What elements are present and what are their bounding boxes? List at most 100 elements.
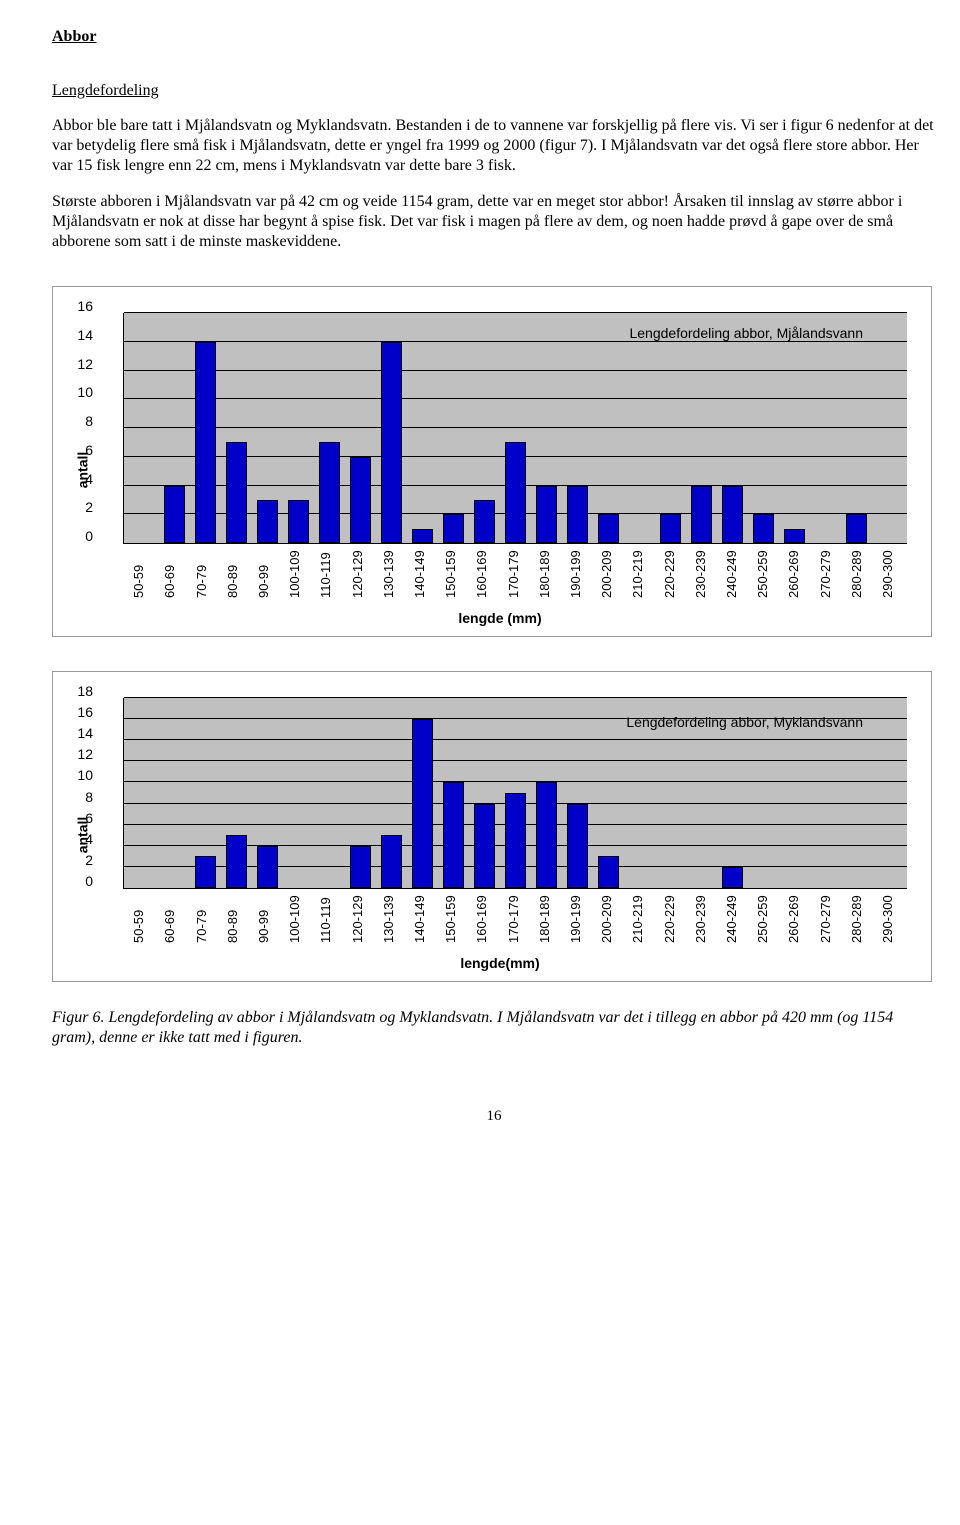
bar-slot xyxy=(407,698,438,888)
bar-slot xyxy=(314,313,345,543)
bar xyxy=(567,804,588,888)
bar xyxy=(474,804,495,888)
xtick-label: 80-89 xyxy=(225,889,240,947)
bar-slot xyxy=(531,313,562,543)
bar-slot xyxy=(469,313,500,543)
xtick-label: 170-179 xyxy=(506,889,521,947)
chart-2-xlabel: lengde(mm) xyxy=(93,955,907,971)
bar-slot xyxy=(438,698,469,888)
bar-slot xyxy=(748,698,779,888)
bar xyxy=(412,529,433,543)
bar-slot xyxy=(221,698,252,888)
bar xyxy=(598,514,619,543)
bar xyxy=(412,719,433,888)
bar xyxy=(722,486,743,544)
xtick-label: 180-189 xyxy=(537,544,552,602)
chart-1-xlabel: lengde (mm) xyxy=(93,610,907,626)
xtick-label: 90-99 xyxy=(256,544,271,602)
chart-2-xticks: 50-59 60-69 70-79 80-89 90-99 100-109 110-119 1… xyxy=(119,889,907,947)
xtick-label: 110-119 xyxy=(318,889,333,947)
xtick-label: 200-209 xyxy=(599,889,614,947)
bar-slot xyxy=(283,698,314,888)
bar-slot xyxy=(314,698,345,888)
bar xyxy=(319,442,340,543)
bar xyxy=(660,514,681,543)
xtick-label: 130-139 xyxy=(381,544,396,602)
xtick-label: 140-149 xyxy=(412,889,427,947)
bar-slot xyxy=(562,698,593,888)
bar xyxy=(288,500,309,543)
bar xyxy=(784,529,805,543)
xtick-label: 90-99 xyxy=(256,889,271,947)
bar-slot xyxy=(407,313,438,543)
bar-slot xyxy=(810,313,841,543)
section-heading: Abbor xyxy=(52,28,936,46)
chart-2-plot: Lengdefordeling abbor, Myklandsvann xyxy=(123,698,907,889)
bar xyxy=(443,514,464,543)
xtick-label: 70-79 xyxy=(194,889,209,947)
xtick-label: 240-249 xyxy=(724,889,739,947)
xtick-label: 200-209 xyxy=(599,544,614,602)
bar-slot xyxy=(717,698,748,888)
bar-slot xyxy=(190,313,221,543)
bar-slot xyxy=(128,698,159,888)
xtick-label: 80-89 xyxy=(225,544,240,602)
bar-slot xyxy=(469,698,500,888)
xtick-label: 190-199 xyxy=(568,889,583,947)
bar-slot xyxy=(841,698,872,888)
bar xyxy=(164,486,185,544)
bar-slot xyxy=(376,698,407,888)
bar xyxy=(722,867,743,888)
bar-slot xyxy=(252,313,283,543)
chart-2-frame: antall 024681012141618 Lengdefordeling a… xyxy=(52,671,932,982)
bar xyxy=(505,793,526,888)
bar xyxy=(257,500,278,543)
xtick-label: 240-249 xyxy=(724,544,739,602)
bar-slot xyxy=(190,698,221,888)
figure-caption: Figur 6. Lengdefordeling av abbor i Mjål… xyxy=(52,1008,936,1048)
xtick-label: 120-129 xyxy=(350,544,365,602)
xtick-label: 50-59 xyxy=(131,889,146,947)
xtick-label: 170-179 xyxy=(506,544,521,602)
xtick-label: 120-129 xyxy=(350,889,365,947)
xtick-label: 110-119 xyxy=(318,544,333,602)
chart-1-yticks: 0246810121416 xyxy=(93,313,123,543)
bar xyxy=(536,486,557,544)
xtick-label: 220-229 xyxy=(662,889,677,947)
bar-slot xyxy=(810,698,841,888)
paragraph-2: Største abboren i Mjålandsvatn var på 42… xyxy=(52,192,936,252)
bar-slot xyxy=(655,698,686,888)
chart-1-frame: antall 0246810121416 Lengdefordeling abb… xyxy=(52,286,932,637)
bar-slot xyxy=(872,313,903,543)
xtick-label: 290-300 xyxy=(880,889,895,947)
chart-1-xticks: 50-5960-6970-7980-8990-99100-109110-1191… xyxy=(119,544,907,602)
bar xyxy=(195,342,216,543)
xtick-label: 210-219 xyxy=(630,544,645,602)
bar xyxy=(691,486,712,544)
bar-slot xyxy=(438,313,469,543)
xtick-label: 160-169 xyxy=(474,889,489,947)
bar-slot xyxy=(686,698,717,888)
xtick-label: 250-259 xyxy=(755,889,770,947)
bar xyxy=(753,514,774,543)
xtick-label: 100-109 xyxy=(287,889,302,947)
xtick-label: 150-159 xyxy=(443,889,458,947)
xtick-label: 160-169 xyxy=(474,544,489,602)
bar-slot xyxy=(500,313,531,543)
xtick-label: 60-69 xyxy=(162,889,177,947)
bar-slot xyxy=(376,313,407,543)
xtick-label: 260-269 xyxy=(786,889,801,947)
xtick-label: 60-69 xyxy=(162,544,177,602)
xtick-label: 280-289 xyxy=(849,889,864,947)
xtick-label: 270-279 xyxy=(818,889,833,947)
bar xyxy=(257,846,278,888)
bar xyxy=(381,835,402,888)
bar-slot xyxy=(531,698,562,888)
bar-slot xyxy=(624,313,655,543)
chart-1-plot: Lengdefordeling abbor, Mjålandsvann xyxy=(123,313,907,544)
xtick-label: 100-109 xyxy=(287,544,302,602)
bar-slot xyxy=(159,698,190,888)
bar-slot xyxy=(655,313,686,543)
bar xyxy=(226,442,247,543)
bar xyxy=(846,514,867,543)
